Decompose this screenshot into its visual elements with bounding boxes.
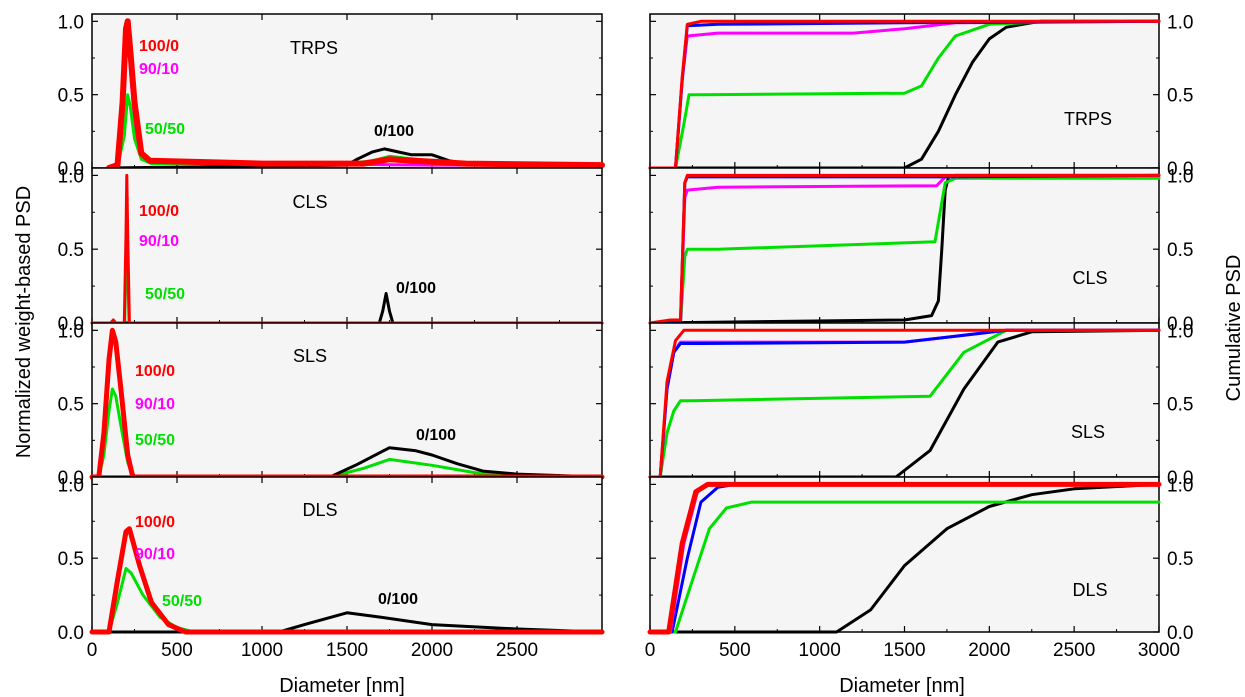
y-tick-label: 0.0 [58,314,84,335]
series-line [648,328,1161,479]
panel-right-sls: 0.0 0.5 1.0 SLS [648,321,1193,489]
series-annotation: 50/50 [135,432,175,449]
y-tick-label: 1.0 [58,12,84,33]
plot-frame [649,476,1160,633]
series-line [89,327,605,480]
y-tick-label: 0.0 [58,159,84,180]
series-line [648,500,1161,634]
plot-frame [91,322,603,478]
y-tick-label: 0.5 [1167,86,1193,107]
series-annotation: 0/100 [378,591,418,608]
y-tick-label: 1.0 [1167,321,1193,342]
panel-method-label: DLS [1072,580,1107,600]
y-tick-label: 1.0 [58,321,84,342]
x-tick-label: 3000 [1138,640,1180,661]
y-tick-label: 1.0 [1167,475,1193,496]
x-tick-label: 500 [161,640,193,661]
plot-frame [91,13,603,169]
x-tick-label: 500 [719,640,751,661]
series-line [106,18,605,171]
series-line [647,481,1162,635]
series-line [90,446,604,479]
y-tick-label: 0.5 [58,395,84,416]
series-line [89,526,605,635]
x-tick-label: 1500 [883,640,925,661]
series-annotation: 100/0 [139,38,179,55]
series-annotation: 0/100 [374,123,414,140]
panel-method-label: CLS [1072,268,1107,288]
panel-right-trps: 0.0 0.5 1.0 TRPS [648,12,1193,180]
series-line [90,173,604,325]
panel-method-label: SLS [293,346,327,366]
x-tick-label: 2500 [496,640,538,661]
y-tick-label: 0.0 [1167,623,1193,644]
x-tick-label: 2000 [968,640,1010,661]
series-annotation: 100/0 [135,514,175,531]
panel-left-cls: 0.0 0.5 1.0 CLS 100/0 90/10 50/50 0/100 [58,166,604,335]
series-annotation: 90/10 [135,396,175,413]
panel-method-label: CLS [292,192,327,212]
y-tick-label: 0.0 [1167,159,1193,180]
series-annotation: 90/10 [135,546,175,563]
series-line [648,173,1161,325]
y-tick-label: 0.5 [58,549,84,570]
y-tick-label: 1.0 [1167,166,1193,187]
y-tick-label: 0.5 [1167,549,1193,570]
y-tick-label: 0.0 [1167,314,1193,335]
panel-method-label: DLS [302,500,337,520]
y-tick-label: 0.0 [1167,468,1193,489]
series-annotation: 0/100 [416,427,456,444]
y-tick-label: 0.5 [1167,240,1193,261]
right-y-axis-label: Cumulative PSD [1223,255,1245,402]
panel-right-cls: 0.0 0.5 1.0 CLS [648,166,1193,335]
x-tick-label: 1500 [326,640,368,661]
panel-left-trps: 0.0 0.5 1.0 TRPS 100/0 90/10 50/50 0/100 [58,12,605,180]
series-annotation: 90/10 [139,233,179,250]
x-tick-label: 1000 [241,640,283,661]
series-annotation: 90/10 [139,61,179,78]
x-tick-label: 0 [87,640,98,661]
plot-frame [91,167,603,324]
x-tick-label: 2500 [1053,640,1095,661]
series-annotation: 0/100 [396,280,436,297]
series-annotation: 50/50 [162,593,202,610]
series-annotation: 50/50 [145,286,185,303]
right-x-axis-label: Diameter [nm] [839,675,965,697]
y-tick-label: 1.0 [1167,12,1193,33]
panel-method-label: TRPS [1064,109,1112,129]
y-tick-label: 0.0 [58,623,84,644]
y-tick-label: 0.0 [58,468,84,489]
plot-frame [649,13,1160,169]
panel-left-dls: 0.0 0.5 1.0 0 500 1000 1500 2000 2500 DLS 100/0 90/… [58,475,605,661]
plot-frame [649,167,1160,324]
series-annotation: 100/0 [139,203,179,220]
panel-method-label: SLS [1071,422,1105,442]
series-annotation: 50/50 [145,121,185,138]
y-tick-label: 1.0 [58,166,84,187]
panel-method-label: TRPS [290,38,338,58]
left-y-axis-label: Normalized weight-based PSD [13,186,35,458]
y-tick-label: 0.5 [1167,395,1193,416]
left-x-axis-label: Diameter [nm] [279,675,405,697]
series-annotation: 100/0 [135,363,175,380]
y-tick-label: 0.5 [58,240,84,261]
x-tick-label: 0 [645,640,656,661]
y-tick-label: 1.0 [58,475,84,496]
panel-right-dls: 0.0 0.5 1.0 0 500 1000 1500 2000 2500 3000 DLS [645,475,1194,661]
x-tick-label: 2000 [411,640,453,661]
y-tick-label: 0.5 [58,86,84,107]
series-line [648,482,1161,634]
x-tick-label: 1000 [799,640,841,661]
plot-frame [91,476,603,633]
panel-left-sls: 0.0 0.5 1.0 SLS 100/0 90/10 50/50 0/100 [58,321,605,489]
